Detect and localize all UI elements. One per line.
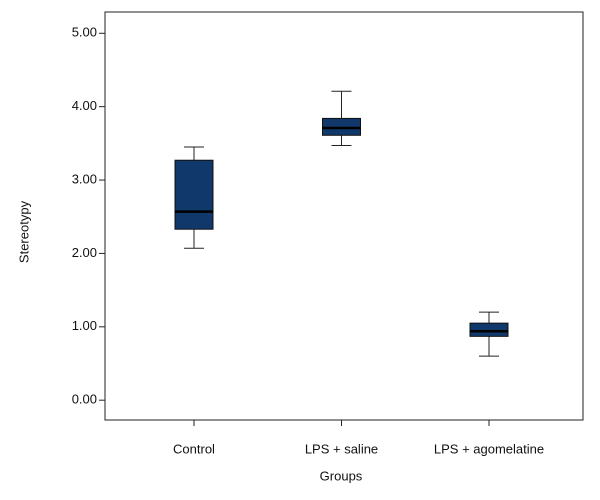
box — [174, 159, 214, 230]
y-tick-label: 3.00 — [72, 171, 97, 186]
y-axis-label: Stereotypy — [16, 200, 31, 263]
y-tick-label: 5.00 — [72, 25, 97, 40]
x-axis-label: Groups — [320, 468, 363, 483]
y-tick-label: 0.00 — [72, 392, 97, 407]
y-tick-label: 4.00 — [72, 98, 97, 113]
y-tick-label: 2.00 — [72, 245, 97, 260]
y-tick-label: 1.00 — [72, 318, 97, 333]
x-tick-label: LPS + saline — [305, 441, 378, 456]
plot-frame — [104, 11, 584, 421]
x-tick-label: LPS + agomelatine — [434, 441, 544, 456]
box — [469, 322, 509, 337]
x-tick-label: Control — [173, 441, 215, 456]
